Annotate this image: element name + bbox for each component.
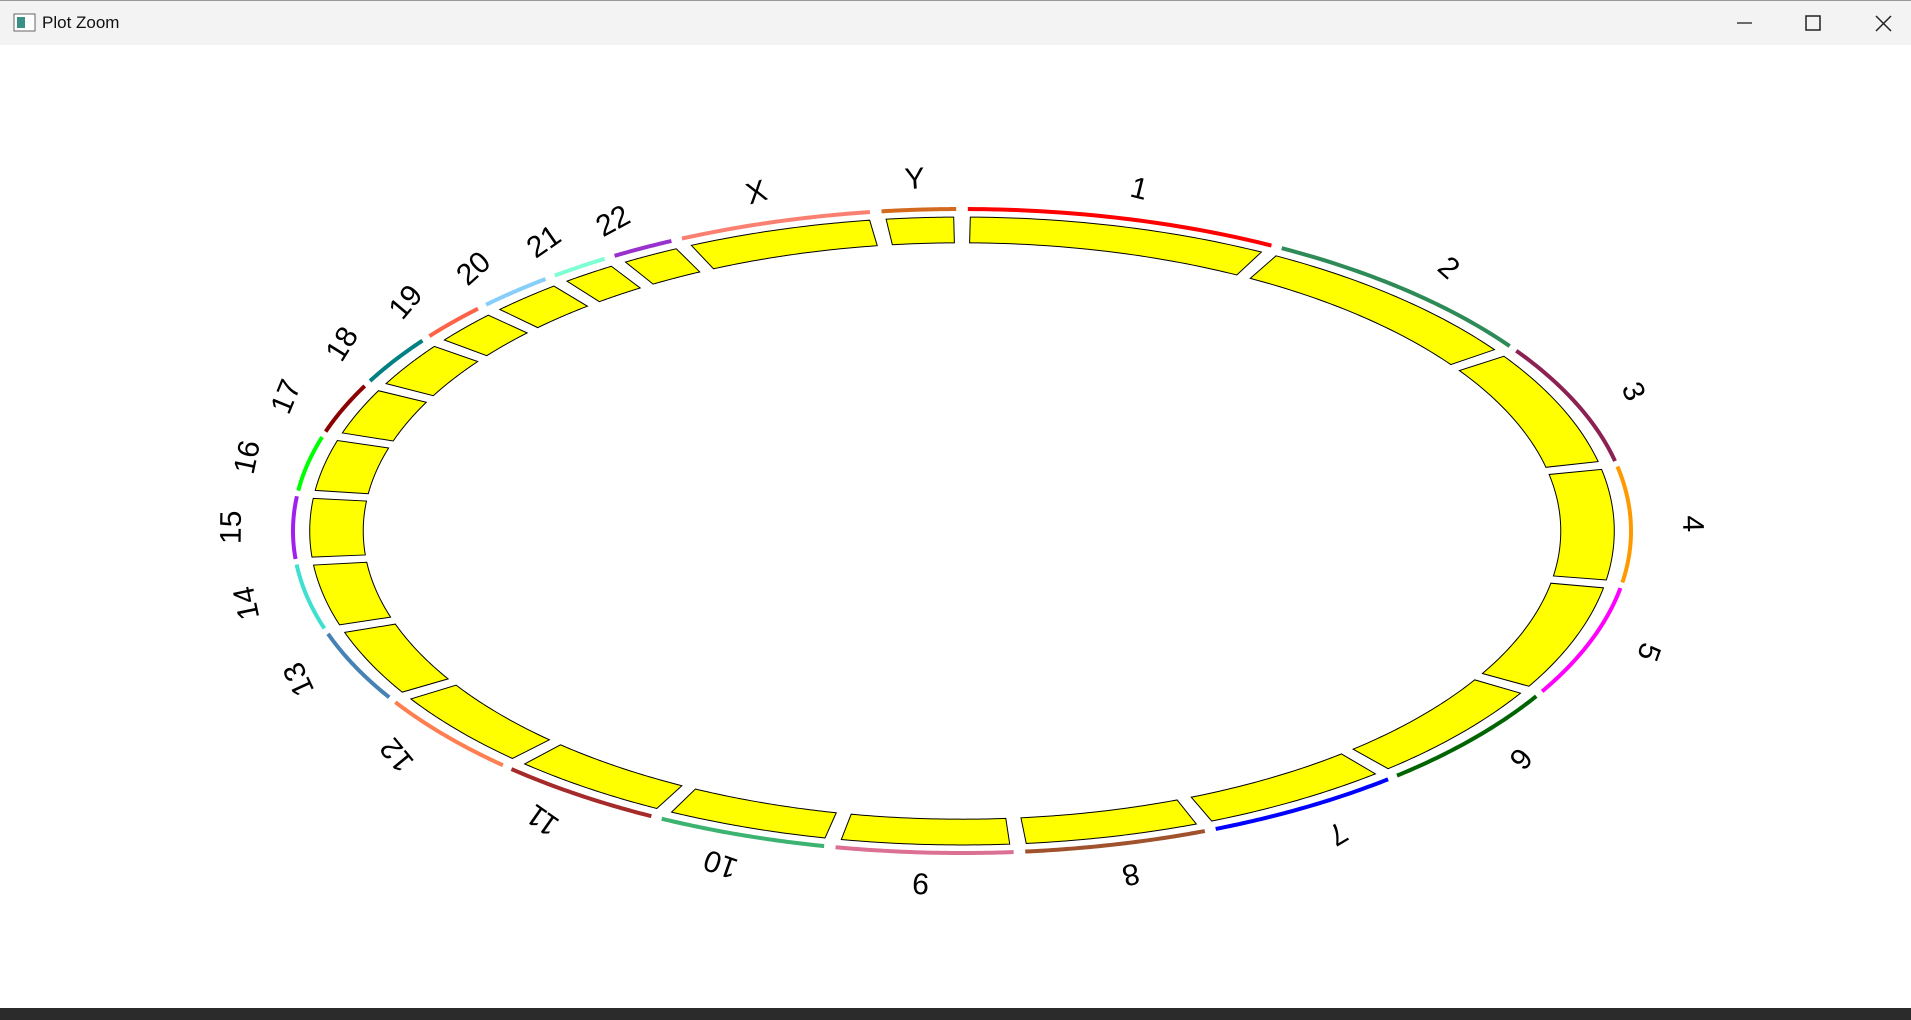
sector-label: 5 (1630, 638, 1667, 665)
sector-label: Y (904, 162, 926, 196)
sector-arc (485, 277, 547, 307)
maximize-button[interactable] (1805, 15, 1821, 31)
sector-arc (1540, 587, 1623, 693)
ideogram-band (498, 285, 589, 329)
sector-label: 8 (1119, 856, 1143, 892)
sector-arc (1515, 349, 1617, 462)
ideogram-band (385, 345, 479, 397)
sector-arc (681, 210, 871, 241)
sector-label: 12 (374, 731, 421, 778)
sector-arc (1281, 246, 1511, 348)
ideogram-band (343, 623, 450, 693)
sector-label: 21 (521, 219, 567, 265)
sector-arc (510, 767, 652, 819)
sector-label: 3 (1615, 377, 1652, 405)
sector-label: X (742, 174, 770, 211)
sector-arc (296, 435, 324, 492)
sector-arc (394, 700, 504, 768)
ideogram-band (624, 248, 701, 285)
ideogram-band (840, 813, 1011, 846)
sector-arc (290, 495, 299, 560)
ideogram-band (1458, 355, 1599, 468)
sector-label: 20 (450, 245, 497, 292)
sector-arc (661, 816, 825, 849)
sector-label: 22 (591, 199, 636, 244)
ideogram-band (309, 497, 368, 558)
sector-label: 15 (215, 510, 248, 544)
sector-label: 1 (1127, 171, 1151, 207)
sector-arc (967, 207, 1272, 248)
sector-label: 10 (699, 843, 741, 885)
title-bar: Plot Zoom (0, 0, 1911, 45)
sector-arc (1615, 465, 1634, 584)
sector-arc (1025, 829, 1206, 854)
sector-arc (881, 207, 957, 214)
sector-arc (1396, 694, 1538, 778)
sector-arc (835, 845, 1014, 855)
ideogram-band (1548, 468, 1615, 581)
close-button[interactable] (1875, 15, 1892, 32)
ideogram-band (690, 219, 878, 270)
ideogram-band (312, 561, 392, 626)
window-controls (1737, 15, 1892, 32)
sector-label: 13 (277, 657, 321, 701)
sector-label: 2 (1431, 250, 1465, 286)
ideogram-band (523, 744, 683, 810)
taskbar-edge (0, 1008, 1911, 1020)
sector-label: 6 (1503, 741, 1539, 775)
sector-arc (1215, 777, 1389, 831)
window-title: Plot Zoom (42, 13, 120, 32)
ideogram-band (409, 684, 551, 760)
sector-arc (294, 564, 327, 630)
sector-label: 14 (227, 583, 266, 622)
ideogram-band (885, 216, 955, 246)
sector-label: 17 (265, 375, 308, 418)
ideogram-band (443, 314, 529, 357)
ideogram-band (969, 216, 1263, 276)
sector-arc (326, 632, 391, 699)
sector-label: 16 (228, 437, 267, 477)
app-icon (13, 13, 36, 32)
ideogram-band (341, 390, 428, 442)
ideogram-band (1190, 753, 1377, 822)
sector-label: 19 (383, 279, 430, 326)
sector-arc (428, 306, 479, 338)
sector-arc (368, 338, 424, 383)
sector-arc (554, 256, 606, 278)
sector-label: 9 (911, 866, 930, 900)
ideogram-band (1481, 582, 1605, 687)
sector-arc (323, 384, 367, 433)
ideogram-band (565, 265, 642, 303)
sector-arc (614, 239, 672, 258)
ideogram-band (314, 440, 390, 495)
ideogram-band (670, 788, 837, 839)
sector-label: 11 (521, 797, 565, 842)
ideogram-band (1020, 799, 1198, 844)
ideogram-band (1351, 679, 1522, 770)
sector-label: 18 (319, 321, 365, 367)
sector-label: 4 (1676, 515, 1709, 532)
ideogram-band (1249, 255, 1496, 366)
sector-label: 7 (1322, 815, 1353, 852)
